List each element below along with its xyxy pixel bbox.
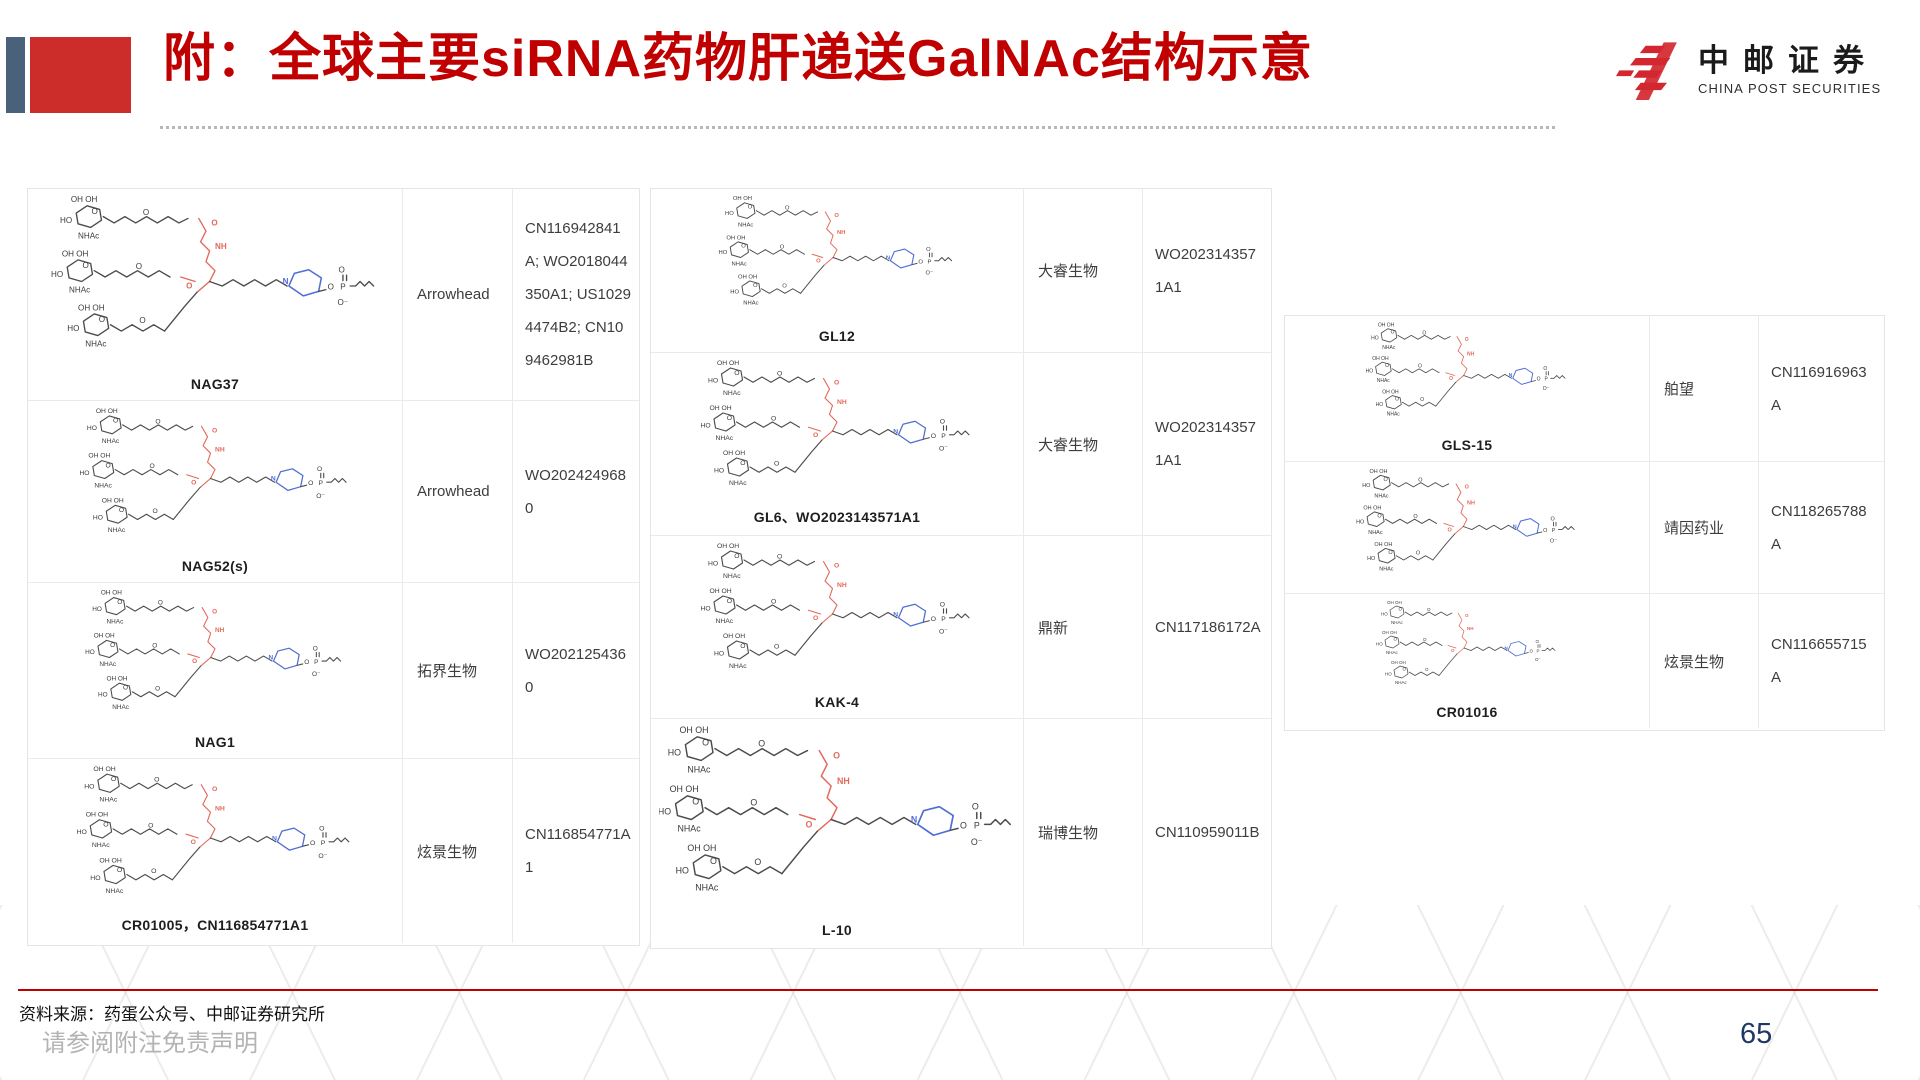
table-row: GL6、WO2023143571A1 大睿生物 WO2023143571A1 [651,353,1271,536]
company-cell: Arrowhead [403,401,513,582]
structure-cell: NAG37 [28,189,403,400]
patent-cell: CN116655715A [1771,636,1867,686]
molecule-diagram-l10 [659,725,1015,914]
structure-cell: GL6、WO2023143571A1 [651,353,1024,535]
page-number: 65 [1740,1018,1773,1050]
compound-label: NAG52(s) [181,558,249,574]
table-row: L-10 瑞博生物 CN110959011B [651,719,1271,946]
company-cell: 鼎新 [1024,536,1143,718]
molecule-diagram-cr01005 [36,765,394,911]
structure-cell: GLS-15 [1285,316,1650,461]
compound-label: L-10 [822,922,852,938]
compound-label: KAK-4 [814,694,860,710]
molecule-diagram-gls15 [1293,322,1641,429]
structure-cell: GL12 [651,189,1024,352]
molecule-diagram-nag37 [36,195,394,368]
patent-cell: WO2023143571A1 [1155,245,1256,296]
table-row: NAG52(s) Arrowhead WO2024249680 [28,401,639,583]
molecule-diagram-kak4 [659,542,1015,686]
dotted-divider [160,126,1555,129]
patent-cell: CN118265788A [1771,502,1867,553]
molecule-diagram-jingyin [1293,468,1641,585]
logo-text: 中邮证券 CHINA POST SECURITIES [1698,40,1881,96]
patent-cell: WO2024249680 [525,466,626,517]
compound-label: CR01016 [1436,704,1498,720]
structure-cell: CR01005，CN116854771A1 [28,759,403,943]
footer-red-rule [18,989,1878,991]
company-cell: 炫景生物 [1650,594,1759,728]
patent-cell: WO2023143571A1 [1155,419,1256,469]
source-note: 资料来源：药蛋公众号、中邮证券研究所 [19,1005,325,1024]
page-title: 附：全球主要siRNA药物肝递送GalNAc结构示意 [163,30,1313,88]
patent-cell: CN116854771A1 [525,826,631,876]
company-cell: 瑞博生物 [1024,719,1143,946]
patent-cell: WO2021254360 [525,645,626,696]
molecule-diagram-nag52s [36,407,394,550]
logo-cn-label: 中邮证券 [1698,43,1878,78]
table-row: 靖因药业 CN118265788A [1285,462,1884,594]
molecule-diagram-nag1 [36,589,394,726]
galnac-table-left: NAG37 Arrowhead CN116942841A; WO20180443… [27,188,640,946]
molecule-diagram-gl6 [659,359,1015,503]
company-cell: 炫景生物 [403,759,513,943]
disclaimer-note: 请参阅附注免责声明 [42,1030,258,1057]
china-post-emblem-icon [1616,42,1677,100]
table-row: NAG37 Arrowhead CN116942841A; WO20180443… [28,189,639,401]
accent-bar-red [30,37,131,113]
galnac-table-middle: GL12 大睿生物 WO2023143571A1 GL6、WO202314357… [650,188,1272,949]
compound-label: NAG37 [190,376,240,392]
table-row: CR01016 炫景生物 CN116655715A [1285,594,1884,728]
table-row: NAG1 拓界生物 WO2021254360 [28,583,639,759]
patent-cell: CN116942841A; WO2018044350A1; US10294474… [525,220,631,369]
table-row: CR01005，CN116854771A1 炫景生物 CN116854771A1 [28,759,639,943]
patent-cell: CN117186172A [1155,618,1261,636]
structure-cell: L-10 [651,719,1024,946]
company-cell: 靖因药业 [1650,462,1759,593]
company-cell: 拓界生物 [403,583,513,758]
logo-en-label: CHINA POST SECURITIES [1698,81,1882,97]
compound-label: GLS-15 [1441,437,1493,453]
patent-cell: CN110959011B [1155,824,1260,841]
compound-label: GL6、WO2023143571A1 [753,509,921,525]
structure-cell: KAK-4 [651,536,1024,718]
galnac-table-right: GLS-15 舶望 CN116916963A 靖因药业 CN118265788A… [1284,315,1885,731]
structure-cell [1285,462,1650,593]
accent-bar-dark [6,37,25,113]
company-cell: 大睿生物 [1024,353,1143,535]
patent-cell: CN116916963A [1771,363,1867,414]
table-row: KAK-4 鼎新 CN117186172A [651,536,1271,719]
molecule-diagram-cr01016 [1293,600,1641,696]
company-cell: 舶望 [1650,316,1759,461]
compound-label: NAG1 [194,734,236,750]
structure-cell: NAG1 [28,583,403,758]
table-row: GL12 大睿生物 WO2023143571A1 [651,189,1271,353]
compound-label: CR01005，CN116854771A1 [121,917,309,933]
company-cell: 大睿生物 [1024,189,1143,352]
structure-cell: NAG52(s) [28,401,403,582]
table-row: GLS-15 舶望 CN116916963A [1285,316,1884,462]
structure-cell: CR01016 [1285,594,1650,728]
molecule-diagram-gl12 [659,195,1015,320]
china-post-securities-logo: 中邮证券 CHINA POST SECURITIES [1616,40,1881,104]
compound-label: GL12 [818,328,856,344]
company-cell: Arrowhead [403,189,513,400]
